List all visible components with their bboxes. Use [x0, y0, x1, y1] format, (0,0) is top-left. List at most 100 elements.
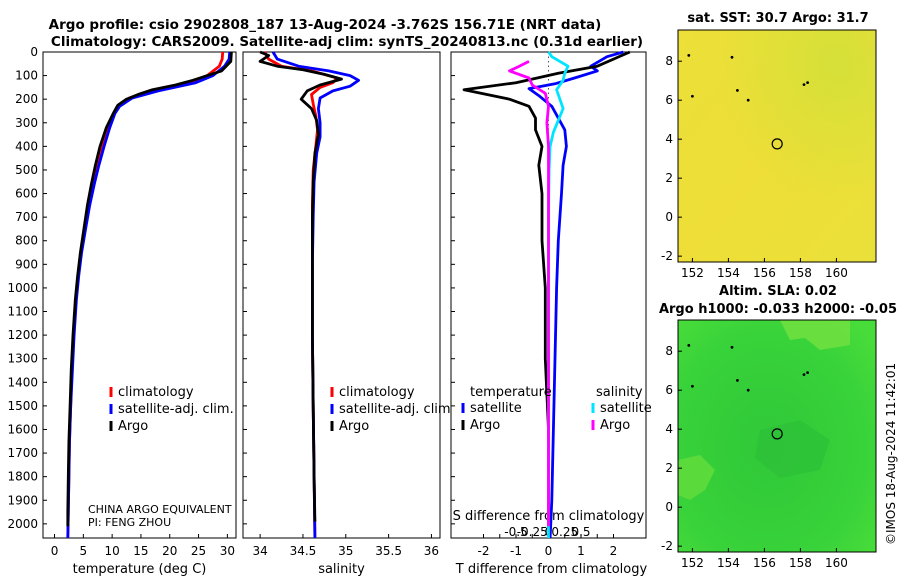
data-source-line2: PI: FENG ZHOU: [88, 516, 171, 529]
depth-tick-label: 2000: [7, 517, 38, 531]
map-lat-tick-label: 4: [665, 132, 673, 146]
depth-tick-label: 1900: [7, 493, 38, 507]
imos-credit: ©IMOS 18-Aug-2024 11:42:01: [884, 363, 898, 545]
difference-legend-entry: Argo: [470, 418, 500, 433]
salinity-x-tick-label: 34.5: [290, 544, 317, 558]
temperature-series-argo: [66, 51, 233, 527]
temperature-x-tick-label: 15: [133, 544, 148, 558]
depth-tick-label: 1200: [7, 328, 38, 342]
map-lat-tick-label: 0: [665, 210, 673, 224]
temperature-x-tick-label: 5: [80, 544, 88, 558]
sla-map-panel: Altim. SLA: 0.02 Argo h1000: -0.033 h200…: [659, 284, 897, 570]
temperature-x-label: temperature (deg C): [73, 562, 207, 577]
difference-series-s-argo: [508, 60, 550, 527]
temperature-x-tick-label: 30: [220, 544, 235, 558]
sla-map-low-patch: [755, 420, 830, 478]
difference-series-t-argo: [462, 50, 631, 527]
figure-title-line2: Climatology: CARS2009. Satellite-adj cli…: [51, 34, 643, 50]
temperature-x-tick-label: 10: [104, 544, 119, 558]
map-lat-tick-label: -2: [661, 539, 673, 553]
map-island-marker: [730, 55, 734, 59]
data-source-line1: CHINA ARGO EQUIVALENT: [88, 503, 232, 516]
depth-tick-label: 1800: [7, 470, 38, 484]
salinity-series-argo: [258, 50, 343, 522]
map-island-marker: [806, 371, 809, 375]
map-island-marker: [802, 373, 806, 376]
temperature-x-tick-label: 25: [191, 544, 206, 558]
figure-title-line1: Argo profile: csio 2902808_187 13-Aug-20…: [49, 17, 602, 33]
map-lon-tick-label: 152: [681, 266, 704, 280]
map-lat-tick-label: 0: [665, 500, 673, 514]
depth-tick-label: 0: [30, 45, 38, 59]
map-island-marker: [746, 98, 750, 102]
depth-tick-label: 700: [15, 210, 38, 224]
depth-tick-label: 300: [15, 116, 38, 130]
difference-legend-entry: Argo: [600, 418, 630, 433]
difference-x-tick-label: -2: [478, 544, 490, 558]
depth-tick-label: 1300: [7, 352, 38, 366]
depth-tick-label: 200: [15, 92, 38, 106]
sla-map-high-patch-west: [678, 455, 715, 500]
sla-map-frame: [677, 319, 877, 553]
s-difference-tick-label: 0.25: [551, 525, 578, 539]
map-lon-tick-label: 158: [789, 266, 812, 280]
map-lon-tick-label: 160: [825, 266, 848, 280]
map-lat-tick-label: 4: [665, 422, 673, 436]
depth-tick-label: 900: [15, 257, 38, 271]
map-lat-tick-label: 2: [665, 171, 673, 185]
temperature-x-tick-label: 0: [51, 544, 59, 558]
salinity-x-tick-label: 34: [252, 544, 267, 558]
map-lon-tick-label: 156: [753, 266, 776, 280]
map-lat-tick-label: 6: [665, 93, 673, 107]
map-lon-tick-label: 154: [717, 266, 740, 280]
map-lon-tick-label: 160: [825, 556, 848, 570]
difference-legend-title: salinity: [596, 385, 643, 400]
depth-tick-label: 1100: [7, 305, 38, 319]
difference-legend-entry: satellite: [470, 401, 522, 416]
sla-map-title-line1: Altim. SLA: 0.02: [719, 284, 837, 299]
difference-x-label: T difference from climatology: [455, 562, 648, 577]
argo-float-position-marker: [771, 138, 783, 150]
difference-series-t-satellite: [527, 50, 624, 539]
temperature-panel: 0100200300400500600700800900100011001200…: [7, 45, 237, 577]
map-lat-tick-label: 8: [665, 54, 673, 68]
map-island-marker: [691, 94, 694, 98]
difference-x-tick-label: 1: [577, 544, 585, 558]
map-island-marker: [736, 89, 739, 92]
salinity-x-tick-label: 35.5: [375, 544, 402, 558]
depth-tick-label: 400: [15, 139, 38, 153]
sst-map-frame: [677, 29, 877, 263]
depth-tick-label: 100: [15, 69, 38, 83]
difference-legend-title: temperature: [470, 385, 552, 400]
map-island-marker: [691, 384, 694, 388]
sla-map-islands: [687, 343, 809, 392]
depth-tick-label: 600: [15, 187, 38, 201]
sst-map-panel: sat. SST: 30.7 Argo: 31.7 152 154 156 158 16…: [661, 11, 877, 280]
salinity-legend-entry: climatology: [339, 385, 415, 400]
temperature-legend-entry: satellite-adj. clim.: [118, 402, 234, 417]
salinity-panel: 34 34.5 35 35.5 36 salinity climatology satelli…: [242, 50, 455, 577]
depth-tick-label: 500: [15, 163, 38, 177]
s-difference-tick-label: 0.5: [571, 525, 590, 539]
difference-x-tick-label: -1: [510, 544, 522, 558]
map-lat-tick-label: -2: [661, 249, 673, 263]
map-island-marker: [687, 53, 691, 57]
salinity-x-tick-label: 36: [424, 544, 439, 558]
sst-map-islands: [687, 53, 809, 102]
sla-map-high-patch: [780, 320, 850, 350]
map-island-marker: [746, 388, 750, 392]
sst-map-warm-overlay: [678, 30, 876, 262]
temperature-legend-entry: climatology: [118, 385, 194, 400]
argo-float-position-marker: [771, 428, 783, 440]
sla-map-title-line2: Argo h1000: -0.033 h2000: -0.05: [659, 302, 897, 317]
difference-legend-entry: satellite: [600, 401, 652, 416]
map-lat-tick-label: 2: [665, 461, 673, 475]
depth-tick-label: 1600: [7, 422, 38, 436]
map-lon-tick-label: 156: [753, 556, 776, 570]
s-difference-tick-label: -0.5: [504, 525, 527, 539]
depth-tick-label: 1700: [7, 446, 38, 460]
map-island-marker: [687, 343, 691, 347]
salinity-axes-frame: [242, 51, 441, 539]
salinity-legend-entry: Argo: [339, 419, 369, 434]
